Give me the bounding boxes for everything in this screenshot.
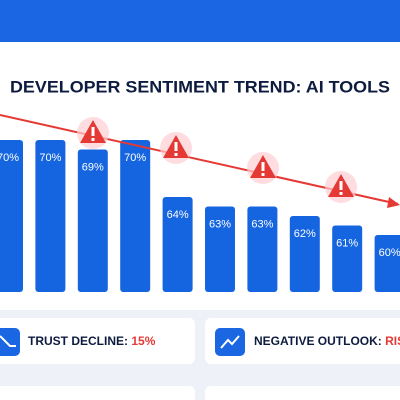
bar [205, 206, 235, 292]
stat-icon-glyph [220, 335, 240, 349]
stat-icon-glyph [0, 335, 16, 347]
stat-text: TRUST DECLINE: 15% [28, 334, 156, 348]
bar-value-label: 70% [39, 152, 61, 164]
warning-mark [339, 181, 343, 190]
bar-value-label: 70% [124, 152, 146, 164]
stat-label: TRUST DECLINE: [28, 334, 128, 348]
warning-mark [174, 153, 178, 156]
stat-value: 15% [131, 334, 155, 348]
bar-value-label: 60% [379, 247, 400, 259]
warning-mark [261, 162, 265, 171]
warning-mark [339, 192, 343, 195]
warning-mark [174, 142, 178, 151]
bar-value-label: 63% [209, 218, 231, 230]
bar [162, 197, 193, 292]
warning-mark [261, 173, 265, 176]
bar [289, 216, 320, 292]
bar [120, 140, 151, 292]
arrow-head [387, 197, 400, 208]
warning-mark [91, 127, 95, 136]
stat-card [0, 318, 195, 364]
bar [332, 225, 363, 292]
bar [374, 235, 400, 292]
bar [247, 206, 278, 292]
stat-card [205, 318, 400, 364]
stat-value: RIS [385, 334, 400, 348]
bar-value-label: 62% [294, 228, 316, 240]
stat-icon [0, 328, 20, 356]
trend-arrow [0, 114, 400, 208]
stat-card [205, 386, 400, 400]
bar [35, 140, 66, 292]
warning-mark [91, 138, 95, 141]
bar-value-label: 69% [82, 161, 104, 173]
stat-card [0, 386, 195, 400]
chart-title: DEVELOPER SENTIMENT TREND: AI TOOLS [10, 77, 390, 96]
stat-label: NEGATIVE OUTLOOK: [254, 334, 382, 348]
bar [0, 140, 23, 292]
bar [77, 149, 108, 292]
bar-value-label: 61% [336, 237, 358, 249]
stat-text: NEGATIVE OUTLOOK: RIS [254, 334, 400, 348]
bar-value-label: 70% [0, 152, 19, 164]
bar-value-label: 64% [167, 209, 189, 221]
bar-value-label: 63% [251, 218, 273, 230]
bars: 70% 70% 69% 70% 64% 63% 63% 62% 61% 60% [0, 140, 400, 292]
